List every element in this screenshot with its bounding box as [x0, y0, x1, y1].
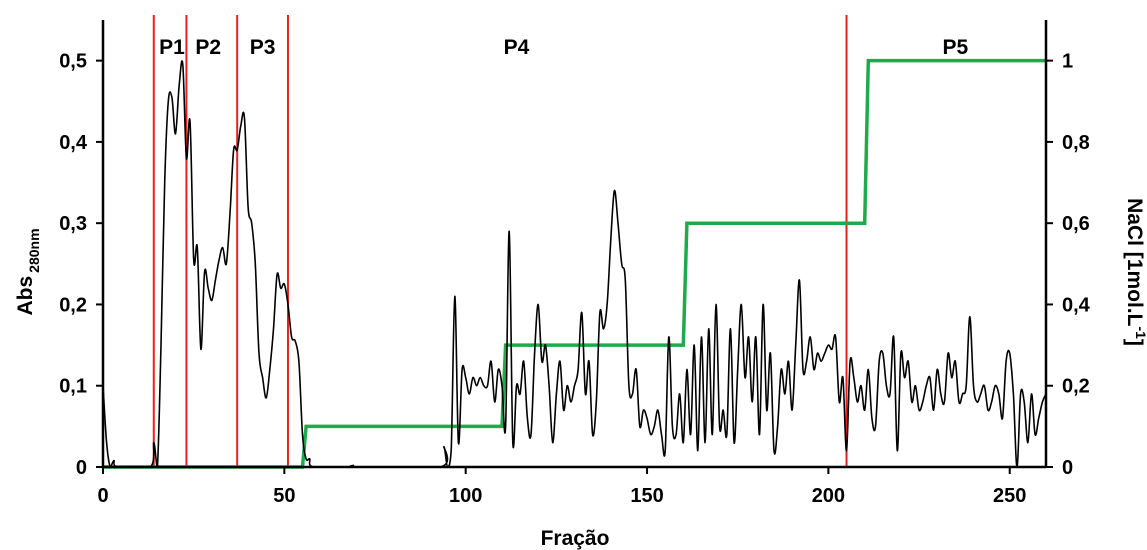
left-y-axis-title-subscript: 280nm [26, 228, 42, 272]
peak-labels: P1 P2 P3 P4 P5 [159, 36, 968, 59]
y2-tick-label: 1 [1062, 51, 1073, 73]
y2-tick-label: 0,8 [1062, 132, 1090, 154]
x-tick-label: 50 [273, 485, 295, 507]
y2-tick-label: 0,6 [1062, 213, 1090, 235]
right-y-axis-title-main: NaCl [1mol.L [1123, 198, 1146, 327]
peak-label-p3: P3 [250, 36, 276, 59]
y-tick-label: 0,4 [59, 132, 88, 154]
left-y-axis-ticks: 0 0,1 0,2 0,3 0,4 0,5 [59, 51, 103, 479]
y-tick-label: 0 [76, 457, 87, 479]
right-y-axis-title-close: ] [1123, 339, 1146, 346]
x-tick-label: 200 [812, 485, 845, 507]
y-tick-label: 0,2 [59, 294, 87, 316]
y2-tick-label: 0,2 [1062, 376, 1090, 398]
absorbance-series [102, 60, 1047, 468]
right-y-axis-ticks: 0 0,2 0,4 0,6 0,8 1 [1046, 51, 1091, 479]
x-axis-title: Fração [541, 527, 610, 550]
x-tick-label: 250 [993, 485, 1026, 507]
y-tick-label: 0,1 [59, 376, 87, 398]
peak-dividers [152, 15, 848, 467]
peak-label-p4: P4 [504, 36, 530, 59]
x-tick-label: 0 [97, 485, 108, 507]
x-tick-label: 150 [630, 485, 663, 507]
right-y-axis-title-superscript: -1 [1133, 326, 1147, 339]
axes [101, 20, 1048, 469]
y-tick-label: 0,5 [59, 51, 87, 73]
peak-label-p5: P5 [942, 36, 968, 59]
y-tick-label: 0,3 [59, 213, 87, 235]
y2-tick-label: 0 [1062, 457, 1073, 479]
peak-label-p2: P2 [195, 36, 221, 59]
y2-tick-label: 0,4 [1062, 294, 1091, 316]
x-axis-ticks: 0 50 100 150 200 250 [97, 467, 1026, 507]
x-tick-label: 100 [449, 485, 482, 507]
left-y-axis-title: Abs 280nm [14, 228, 42, 315]
right-y-axis-title: NaCl [1mol.L-1] [1123, 198, 1147, 346]
left-y-axis-title-main: Abs [14, 276, 37, 316]
peak-label-p1: P1 [159, 36, 185, 59]
absorbance-line [102, 60, 1047, 468]
